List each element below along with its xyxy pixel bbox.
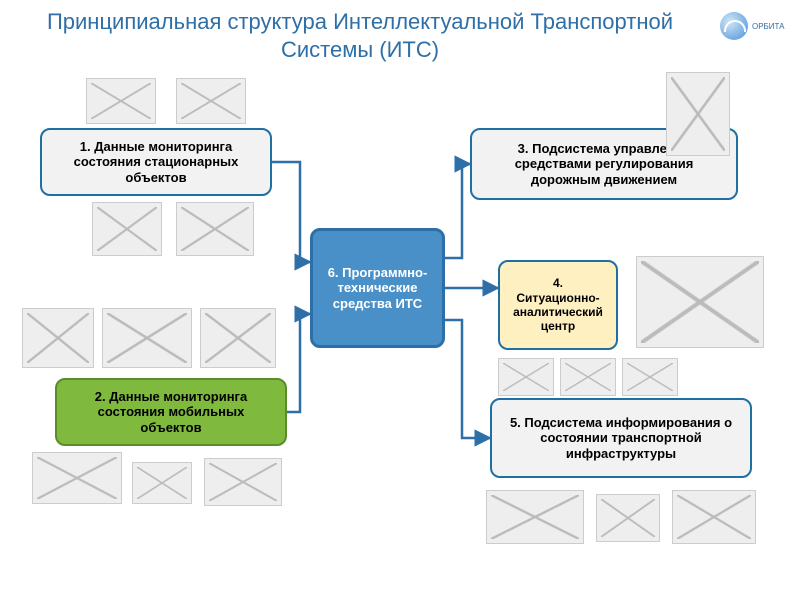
image-placeholder bbox=[486, 490, 584, 544]
image-placeholder bbox=[22, 308, 94, 368]
image-placeholder bbox=[666, 72, 730, 156]
node-stationary-monitoring: 1. Данные мониторинга состояния стациона… bbox=[40, 128, 272, 196]
logo-text: ОРБИТА bbox=[752, 22, 785, 31]
image-placeholder bbox=[622, 358, 678, 396]
node-label: 1. Данные мониторинга состояния стациона… bbox=[52, 139, 260, 186]
page-title: Принципиальная структура Интеллектуально… bbox=[0, 8, 720, 63]
node-informing-subsystem: 5. Подсистема информирования о состоянии… bbox=[490, 398, 752, 478]
node-situational-center: 4. Ситуационно-аналитический центр bbox=[498, 260, 618, 350]
node-label: 5. Подсистема информирования о состоянии… bbox=[502, 415, 740, 462]
image-placeholder bbox=[560, 358, 616, 396]
image-placeholder bbox=[176, 78, 246, 124]
image-placeholder bbox=[132, 462, 192, 504]
image-placeholder bbox=[498, 358, 554, 396]
image-placeholder bbox=[32, 452, 122, 504]
node-label: 2. Данные мониторинга состояния мобильны… bbox=[67, 389, 275, 436]
image-placeholder bbox=[92, 202, 162, 256]
image-placeholder bbox=[204, 458, 282, 506]
image-placeholder bbox=[176, 202, 254, 256]
image-placeholder bbox=[102, 308, 192, 368]
company-logo: ОРБИТА bbox=[720, 6, 790, 46]
image-placeholder bbox=[672, 490, 756, 544]
image-placeholder bbox=[200, 308, 276, 368]
node-label: 6. Программно-технические средства ИТС bbox=[323, 265, 432, 312]
node-mobile-monitoring: 2. Данные мониторинга состояния мобильны… bbox=[55, 378, 287, 446]
image-placeholder bbox=[636, 256, 764, 348]
globe-icon bbox=[720, 12, 748, 40]
node-its-core: 6. Программно-технические средства ИТС bbox=[310, 228, 445, 348]
image-placeholder bbox=[86, 78, 156, 124]
image-placeholder bbox=[596, 494, 660, 542]
node-label: 4. Ситуационно-аналитический центр bbox=[510, 276, 606, 334]
